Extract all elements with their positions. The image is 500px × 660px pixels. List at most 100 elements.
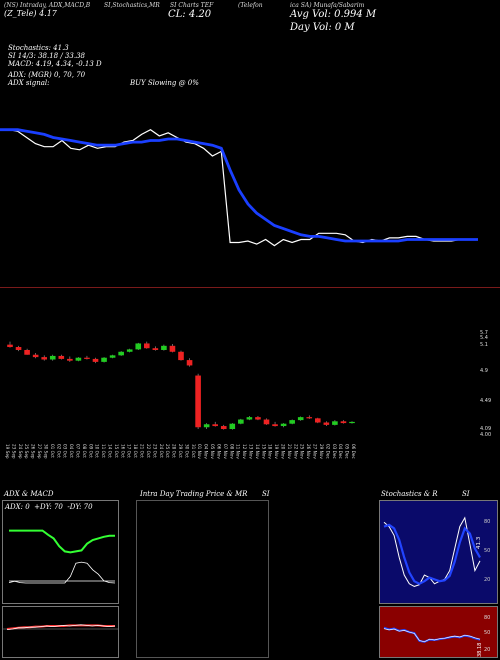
date-tick: 19 Sep [5, 444, 10, 459]
date-tick: 18 Nov [268, 444, 273, 459]
date-tick: 08 Oct [82, 444, 87, 458]
candle-body [340, 421, 347, 424]
date-tick: 20 Nov [281, 444, 286, 459]
rsi-panel: 80 50 20 38.18 [379, 606, 498, 658]
date-tick: 06 Dec [351, 444, 356, 459]
date-tick: 15 Nov [261, 444, 266, 459]
macd-panel [2, 606, 119, 658]
price-axis-tick: 5.4 [480, 335, 488, 341]
candle-body [195, 375, 201, 428]
rsi-line-RSI-fast [383, 628, 481, 643]
date-tick: 27 Nov [313, 444, 318, 459]
stoch-line-D [383, 523, 481, 586]
mrsi-panel-title: Intra Day Trading Price & MR [140, 490, 248, 498]
adx-panel-title: ADX & MACD [4, 490, 54, 498]
candle-body [229, 423, 236, 430]
candle-body [349, 421, 355, 424]
stoch-y-label: 50 [484, 548, 490, 554]
avg-vol-label: Avg Vol: 0.994 M [290, 9, 377, 20]
candle-body [178, 351, 184, 361]
indicator-block: Stochastics: 41.3 SI 14/3: 38.18 / 33.38… [8, 44, 308, 87]
candle-body [24, 349, 30, 355]
candle-body [272, 424, 278, 427]
candle-body [15, 347, 22, 350]
date-tick: 04 Dec [338, 444, 343, 459]
macd-line [6, 624, 116, 630]
candle-body [169, 345, 176, 352]
stoch-y-label: 80 [484, 519, 490, 525]
mrsi-panel-title-right: SI [262, 490, 270, 498]
date-tick: 14 Oct [108, 444, 113, 458]
date-tick: 27 Sep [37, 444, 42, 459]
date-tick: 10 Oct [95, 444, 100, 458]
date-tick: 22 Nov [293, 444, 298, 459]
date-tick: 11 Oct [101, 444, 106, 458]
header-item-0: (NS) Intraday, ADX,MACD,B [4, 2, 91, 9]
date-tick: 30 Oct [184, 444, 189, 458]
stochastics-readout: Stochastics: 41.3 [8, 44, 69, 52]
price-axis-tick: 5.1 [480, 342, 488, 348]
date-tick: 03 Oct [63, 444, 68, 458]
date-tick: 28 Oct [172, 444, 177, 458]
date-tick: 15 Oct [114, 444, 119, 458]
date-tick: 21 Nov [287, 444, 292, 459]
adx-plus-line [9, 529, 115, 554]
candle-body [161, 345, 167, 350]
macd-readout: MACD: 4.19, 4.34, -0.13 D [8, 60, 102, 68]
price-chart-bottom-line [0, 287, 500, 288]
stoch-line-K [383, 516, 481, 587]
date-tick: 05 Dec [345, 444, 350, 459]
candlestick-chart [7, 341, 355, 430]
candle-body [67, 358, 73, 361]
series-line-price [0, 128, 478, 247]
stoch-panel-title: Stochastics & R [381, 490, 438, 498]
adx-legend: ADX: 0 +DY: 70 -DY: 70 [5, 503, 93, 511]
candle-body [220, 426, 227, 430]
date-tick: 01 Nov [197, 444, 202, 459]
candle-body [203, 424, 210, 428]
price-axis-tick: 4.9 [480, 368, 488, 374]
candle-body [41, 357, 47, 360]
rsi-y-label: 50 [484, 630, 490, 636]
date-tick: 22 Oct [146, 444, 151, 458]
date-tick: 04 Oct [69, 444, 74, 458]
candle-body [289, 420, 295, 424]
price-axis-tick: 4.00 [480, 432, 492, 438]
close-label: CL: 4.20 [168, 9, 212, 20]
date-tick: 07 Nov [223, 444, 228, 459]
candle-body [255, 417, 261, 420]
date-tick: 25 Oct [165, 444, 170, 458]
date-tick: 24 Oct [159, 444, 164, 458]
price-axis-tick: 4.09 [480, 426, 492, 432]
candle-body [84, 357, 90, 359]
macd-lines [3, 624, 118, 630]
date-tick: 08 Nov [229, 444, 234, 459]
header-item-4: ica SA) Munafa/Sabarim [290, 2, 365, 9]
date-tick: 26 Nov [306, 444, 311, 459]
stochastics-lines: 80 50 20 41.3 [383, 516, 490, 587]
date-tick: 24 Sep [18, 444, 23, 459]
date-tick: 18 Oct [133, 444, 138, 458]
candle-body [135, 343, 142, 350]
candle-body [323, 422, 330, 425]
stoch-y-label: 20 [484, 577, 490, 583]
date-tick: 21 Oct [140, 444, 145, 458]
date-tick: 02 Dec [325, 444, 330, 459]
candle-body [186, 360, 193, 366]
adx-signal-label: ADX signal: [8, 79, 50, 87]
date-tick: 17 Oct [127, 444, 132, 458]
date-tick: 02 Oct [56, 444, 61, 458]
rsi-readout: SI 14/3: 38.18 / 33.38 [8, 52, 85, 60]
date-tick: 14 Nov [255, 444, 260, 459]
adx-panel: ADX: 0 +DY: 70 -DY: 70 [2, 500, 119, 604]
date-tick: 31 Oct [191, 444, 196, 458]
date-tick: 13 Nov [249, 444, 254, 459]
adx-legend-adx: ADX: 0 [5, 503, 30, 511]
stoch-last-label: 41.3 [476, 536, 482, 549]
candle-body [7, 344, 13, 348]
header-item-1: SI,Stochastics,MR [104, 2, 160, 9]
candle-body [101, 357, 107, 362]
stochastics-panel: 80 50 20 41.3 [379, 500, 498, 604]
date-tick: 05 Nov [210, 444, 215, 459]
rsi-last-label: 38.18 [477, 643, 483, 657]
